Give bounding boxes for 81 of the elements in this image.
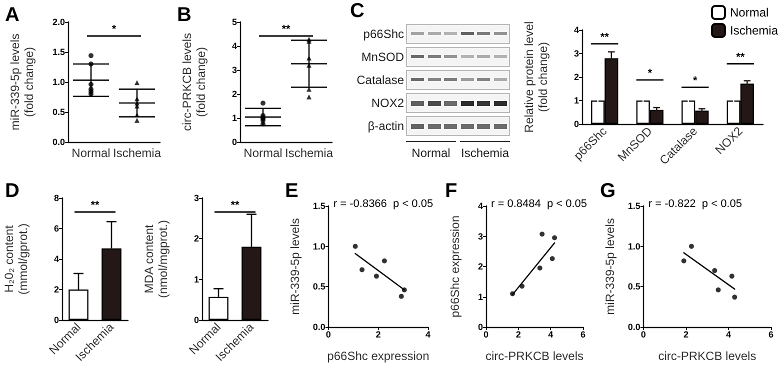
x-tick-label: 4 xyxy=(726,330,731,340)
x-tick-label: Ischemia xyxy=(112,146,162,160)
x-tick-label: 4 xyxy=(548,330,554,340)
annotation: * xyxy=(692,74,698,87)
y-axis-title: p66Shc expression xyxy=(448,215,462,318)
y-tick-label: 0.0 xyxy=(312,322,326,332)
y-tick-label: 1 xyxy=(232,113,237,123)
x-axis-title: circ-PRKCB levels xyxy=(658,349,756,363)
y-tick-label: 1.0 xyxy=(312,241,326,252)
y-axis-title: miR-339-5p levels xyxy=(288,218,302,315)
chart-title: F xyxy=(445,180,458,202)
y-axis-title: H₂0₂ content (mmol/gprot.) xyxy=(2,223,30,295)
annotation: ** xyxy=(736,51,746,64)
x-tick-label: 2 xyxy=(683,330,688,340)
y-axis-title: Relative protein level (fold change) xyxy=(522,21,550,133)
y-tick-label: 1.5 xyxy=(52,47,65,57)
y-axis-title: circ-PRKCB levels (fold change) xyxy=(180,32,208,132)
y-tick-label: 3 xyxy=(194,193,199,203)
y-tick-label: 2 xyxy=(478,262,483,272)
y-tick-label: 2 xyxy=(54,284,59,294)
y-tick-label: 3 xyxy=(232,65,237,75)
y-tick-label: 4 xyxy=(478,201,483,211)
y-tick-label: 2.0 xyxy=(52,17,65,27)
x-tick-label: 6 xyxy=(768,330,774,340)
annotation: r = -0.8366 p < 0.05 xyxy=(333,198,434,210)
annotation: ** xyxy=(282,24,291,36)
text: NOX2 xyxy=(371,95,404,112)
text: Catalase xyxy=(356,72,404,89)
legend-label: Normal xyxy=(730,6,769,20)
y-axis-title: MDA content (nmol/mgprot.) xyxy=(142,220,170,298)
text: MnSOD xyxy=(361,49,404,66)
y-tick-label: 4 xyxy=(574,25,579,35)
x-tick-label: 2 xyxy=(376,330,381,340)
text: C xyxy=(350,0,364,23)
legend-label: Ischemia xyxy=(730,24,778,38)
x-axis-title: circ-PRKCB levels xyxy=(485,349,584,363)
y-tick-label: 2 xyxy=(194,234,199,244)
text: β-actin xyxy=(368,118,404,135)
y-tick-label: 1 xyxy=(194,274,199,284)
y-tick-label: 1.5 xyxy=(312,201,326,211)
y-tick-label: 0.5 xyxy=(628,282,640,292)
y-tick-label: 0.5 xyxy=(312,282,326,292)
x-tick-label: Ischemia xyxy=(284,146,334,160)
y-tick-label: 2 xyxy=(574,72,579,82)
y-tick-label: 1.5 xyxy=(628,201,640,211)
y-tick-label: 5 xyxy=(232,17,237,27)
annotation: r = -0.822 p < 0.05 xyxy=(648,198,742,210)
annotation: r = 0.8484 p < 0.05 xyxy=(491,198,588,210)
x-tick-label: 2 xyxy=(516,330,521,340)
y-tick-label: 1 xyxy=(574,96,579,106)
y-tick-label: 6 xyxy=(54,224,59,234)
text: p66Shc xyxy=(363,26,404,43)
x-tick-label: 6 xyxy=(580,330,586,340)
y-tick-label: 1.0 xyxy=(52,77,65,87)
y-tick-label: 0.0 xyxy=(52,137,65,147)
y-axis-title: miR-339-5p levels xyxy=(603,218,617,315)
x-tick-label: Normal xyxy=(244,146,282,160)
y-tick-label: 2 xyxy=(232,89,237,99)
y-tick-label: 0.5 xyxy=(52,107,65,117)
x-axis-title: p66Shc expression xyxy=(327,349,430,363)
annotation: ** xyxy=(230,200,240,212)
y-tick-label: 3 xyxy=(574,48,579,58)
chart-title: A xyxy=(5,4,20,26)
y-tick-label: 4 xyxy=(54,254,59,264)
y-tick-label: 1.0 xyxy=(628,241,640,252)
chart-title: B xyxy=(177,4,192,26)
y-tick-label: 8 xyxy=(54,193,59,203)
annotation: * xyxy=(112,24,117,36)
annotation: ** xyxy=(600,31,610,44)
y-tick-label: 0.0 xyxy=(628,322,640,332)
y-axis-title: miR-339-5p levels (fold change) xyxy=(8,34,36,130)
y-tick-label: 1 xyxy=(478,292,483,302)
y-tick-label: 3 xyxy=(478,231,483,242)
x-tick-label: 4 xyxy=(425,330,431,340)
annotation: ** xyxy=(90,200,100,212)
chart-title: G xyxy=(600,180,616,202)
chart-title: E xyxy=(285,180,298,202)
annotation: * xyxy=(648,67,653,80)
chart-title: D xyxy=(5,180,20,202)
y-tick-label: 4 xyxy=(232,41,237,51)
x-tick-label: Normal xyxy=(72,146,110,160)
